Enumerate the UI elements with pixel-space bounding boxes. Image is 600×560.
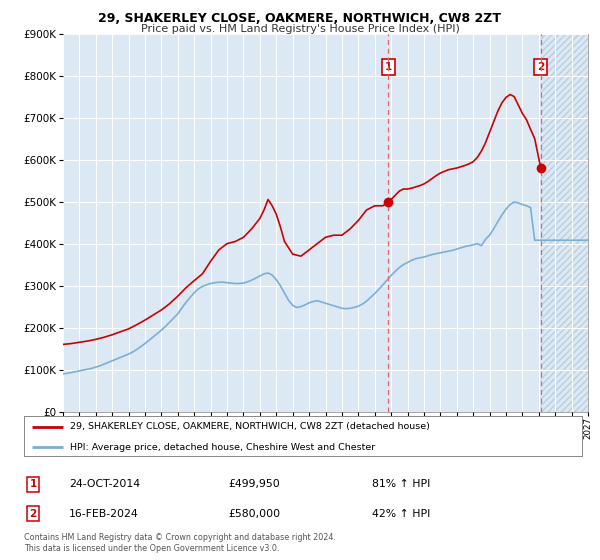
- Text: 81% ↑ HPI: 81% ↑ HPI: [372, 479, 430, 489]
- Text: 2: 2: [29, 508, 37, 519]
- Text: 2: 2: [537, 62, 544, 72]
- Text: £580,000: £580,000: [228, 508, 280, 519]
- Text: Contains HM Land Registry data © Crown copyright and database right 2024.: Contains HM Land Registry data © Crown c…: [24, 533, 336, 542]
- Text: 24-OCT-2014: 24-OCT-2014: [69, 479, 140, 489]
- Text: This data is licensed under the Open Government Licence v3.0.: This data is licensed under the Open Gov…: [24, 544, 280, 553]
- Text: 16-FEB-2024: 16-FEB-2024: [69, 508, 139, 519]
- Text: 1: 1: [385, 62, 392, 72]
- Text: HPI: Average price, detached house, Cheshire West and Chester: HPI: Average price, detached house, Ches…: [70, 442, 375, 451]
- Text: 29, SHAKERLEY CLOSE, OAKMERE, NORTHWICH, CW8 2ZT (detached house): 29, SHAKERLEY CLOSE, OAKMERE, NORTHWICH,…: [70, 422, 430, 431]
- Text: Price paid vs. HM Land Registry's House Price Index (HPI): Price paid vs. HM Land Registry's House …: [140, 24, 460, 34]
- Text: 1: 1: [29, 479, 37, 489]
- Text: 29, SHAKERLEY CLOSE, OAKMERE, NORTHWICH, CW8 2ZT: 29, SHAKERLEY CLOSE, OAKMERE, NORTHWICH,…: [98, 12, 502, 25]
- Text: 42% ↑ HPI: 42% ↑ HPI: [372, 508, 430, 519]
- Text: £499,950: £499,950: [228, 479, 280, 489]
